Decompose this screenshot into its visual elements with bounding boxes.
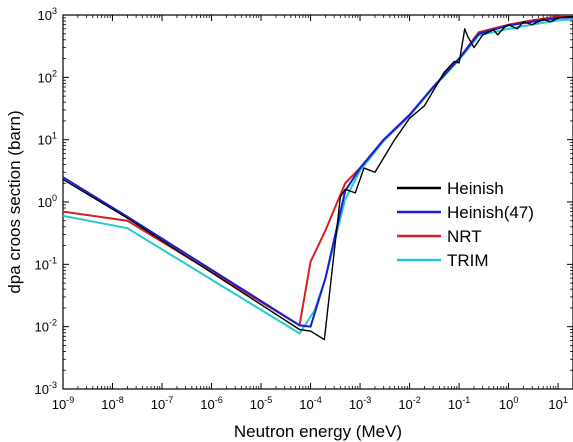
y-tick-label: 10-3	[35, 380, 57, 397]
x-tick-label: 10-7	[151, 395, 173, 412]
x-tick-label: 10-9	[52, 395, 74, 412]
x-tick-label: 100	[499, 395, 518, 412]
legend-label-heinish: Heinish	[447, 179, 504, 198]
x-tick-label: 10-5	[250, 395, 272, 412]
x-tick-label: 10-6	[200, 395, 222, 412]
y-tick-label: 103	[38, 6, 57, 23]
y-axis-title: dpa croos section (barn)	[5, 110, 24, 293]
legend-label-trim: TRIM	[447, 251, 489, 270]
x-tick-label: 101	[548, 395, 567, 412]
x-tick-label: 10-4	[299, 395, 321, 412]
y-tick-label: 10-2	[35, 318, 57, 335]
y-tick-label: 10-1	[35, 255, 57, 272]
legend-label-nrt: NRT	[447, 227, 482, 246]
legend: Heinish Heinish(47) NRT TRIM	[397, 179, 534, 270]
axis-tick-labels: 10-9 10-8 10-7 10-6 10-5 10-4 10-3 10-2 10-1 100 1…	[35, 6, 568, 412]
plot-area	[62, 14, 573, 390]
x-tick-label: 10-8	[101, 395, 123, 412]
series-line-heinish-47	[63, 16, 573, 328]
series-group	[63, 15, 573, 341]
x-tick-label: 10-3	[349, 395, 371, 412]
x-tick-label: 10-1	[448, 395, 470, 412]
series-line-heinish	[63, 15, 573, 341]
x-tick-label: 10-2	[398, 395, 420, 412]
y-tick-label: 102	[38, 68, 57, 85]
y-tick-label: 101	[38, 131, 57, 148]
legend-label-heinish-47: Heinish(47)	[447, 203, 534, 222]
x-axis-title: Neutron energy (MeV)	[234, 422, 402, 441]
y-tick-label: 100	[38, 193, 57, 210]
